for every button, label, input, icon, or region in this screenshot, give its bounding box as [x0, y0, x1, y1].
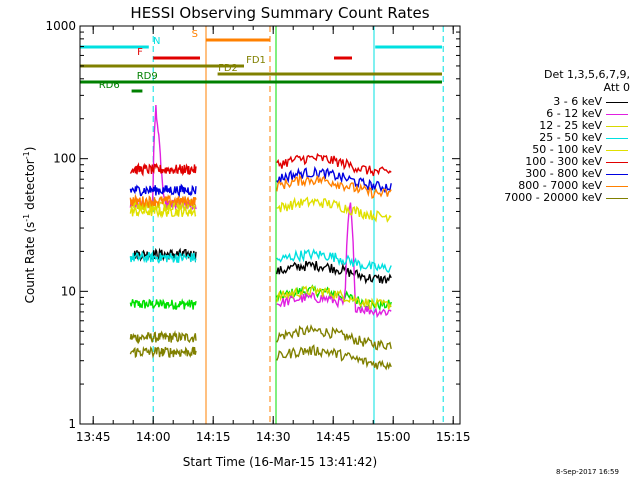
tick-layer: 13:45 14:00 14:15 14:30 14:45 15:00 15:15 1 10 10… [45, 19, 470, 444]
legend-header-line1: Det 1,3,5,6,7,9, [543, 68, 630, 81]
flag-label: N [153, 36, 160, 47]
series-line [129, 193, 197, 209]
legend: Det 1,3,5,6,7,9, Att 0 3 - 6 keV 6 - 12 k… [470, 68, 630, 204]
legend-label: 7000 - 20000 keV [504, 191, 602, 204]
data-layer [129, 104, 392, 371]
legend-swatch [606, 126, 628, 127]
y-tick-label: 1 [68, 417, 76, 431]
flag-label: RD9 [137, 71, 158, 82]
series-line [129, 183, 197, 198]
flag-label: S [192, 29, 198, 40]
x-axis-label: Start Time (16-Mar-15 13:41:42) [183, 455, 377, 469]
series-line [129, 162, 197, 177]
flag-label: F [137, 47, 143, 58]
legend-swatch [606, 138, 628, 139]
legend-item: 300 - 800 keV [470, 168, 630, 180]
legend-swatch [606, 162, 628, 163]
marker-layer [152, 26, 444, 424]
legend-item: 25 - 50 keV [470, 132, 630, 144]
series-line [129, 330, 197, 345]
legend-swatch [606, 102, 628, 103]
legend-label: 3 - 6 keV [553, 95, 602, 108]
series-line [276, 152, 392, 177]
legend-rows: 3 - 6 keV 6 - 12 keV 12 - 25 keV 25 - 50 ke… [470, 96, 630, 204]
x-tick-label: 14:00 [136, 430, 171, 444]
series-line [130, 247, 197, 263]
flag-label: FD2 [218, 63, 238, 74]
legend-item: 100 - 300 keV [470, 156, 630, 168]
footer-timestamp: 8-Sep-2017 16:59 [556, 468, 619, 476]
series-line [129, 204, 197, 219]
legend-swatch [606, 150, 628, 151]
x-tick-label: 14:15 [196, 430, 231, 444]
series-line [129, 250, 197, 264]
series-line [276, 196, 392, 223]
y-label-main: Count Rate (s [23, 222, 37, 304]
x-tick-label: 15:00 [376, 430, 411, 444]
legend-item: 6 - 12 keV [470, 108, 630, 120]
y-label-mid: detector [23, 159, 37, 214]
x-tick-label: 13:45 [76, 430, 111, 444]
x-tick-label: 14:45 [316, 430, 351, 444]
x-tick-label: 15:15 [436, 430, 471, 444]
series-line [129, 298, 197, 311]
y-axis-label: Count Rate (s-1 detector-1) [22, 147, 37, 304]
flag-layer: N S F FD1 FD2 RD9 RD6 [80, 29, 442, 93]
y-label-end: ) [23, 147, 37, 152]
legend-label: 800 - 7000 keV [518, 179, 602, 192]
y-tick-label: 1000 [45, 19, 76, 33]
legend-label: 300 - 800 keV [525, 167, 602, 180]
series-line [276, 248, 392, 273]
legend-swatch [606, 114, 628, 115]
legend-item: 3 - 6 keV [470, 96, 630, 108]
legend-label: 12 - 25 keV [539, 119, 602, 132]
legend-label: 25 - 50 keV [539, 131, 602, 144]
y-label-sup2: -1 [22, 151, 31, 159]
legend-item: 12 - 25 keV [470, 120, 630, 132]
flag-label: RD6 [99, 80, 120, 91]
series-line [276, 260, 392, 285]
legend-swatch [606, 186, 628, 187]
flag-label: FD1 [246, 55, 266, 66]
legend-item: 50 - 100 keV [470, 144, 630, 156]
series-line [276, 165, 392, 194]
legend-header-line2: Att 0 [603, 81, 630, 94]
legend-label: 100 - 300 keV [525, 155, 602, 168]
legend-label: 6 - 12 keV [546, 107, 602, 120]
series-line [129, 345, 197, 359]
legend-item: 7000 - 20000 keV [470, 192, 630, 204]
series-line [276, 323, 392, 351]
y-tick-label: 100 [53, 152, 76, 166]
legend-swatch [606, 198, 628, 199]
series-line [276, 344, 392, 371]
legend-swatch [606, 174, 628, 175]
series-line [276, 173, 392, 199]
y-label-sup1: -1 [22, 214, 31, 222]
legend-label: 50 - 100 keV [532, 143, 602, 156]
chart-title: HESSI Observing Summary Count Rates [130, 4, 429, 22]
x-tick-label: 14:30 [256, 430, 291, 444]
plot-frame [79, 25, 461, 425]
y-tick-label: 10 [61, 284, 76, 298]
legend-item: 800 - 7000 keV [470, 180, 630, 192]
series-line [276, 285, 392, 310]
